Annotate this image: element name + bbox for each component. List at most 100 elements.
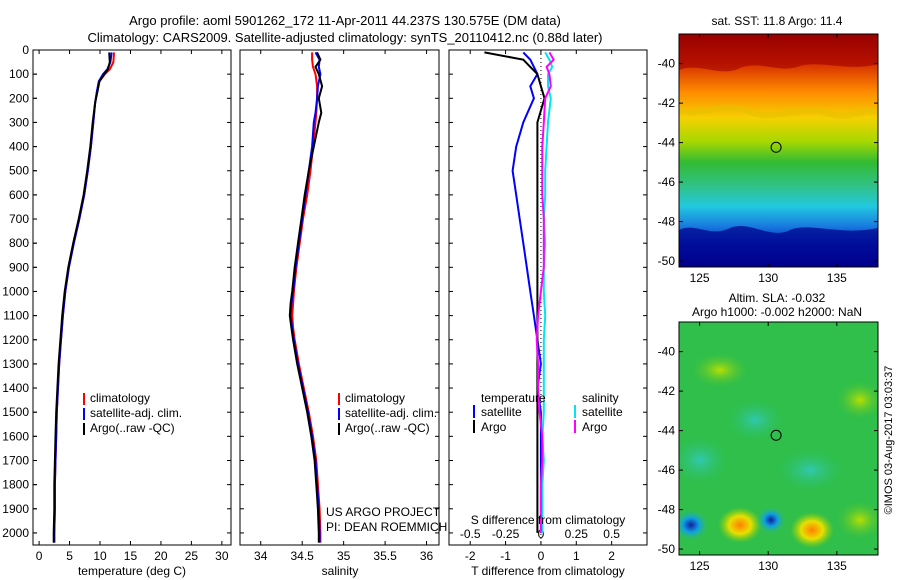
legend-entry: Argo [582, 420, 608, 434]
series-line-4 [535, 51, 555, 533]
legend-entry: climatology [90, 391, 150, 405]
argo-location-marker [770, 429, 782, 441]
temperature-x-ticks: 0 5 10 15 20 25 30 [33, 49, 231, 563]
x-tick-label: 0 [538, 549, 545, 563]
series-line-3 [52, 52, 111, 543]
x-tick-label: 34 [254, 549, 268, 563]
legend-entry: satellite [481, 405, 522, 419]
lon-tick-label: 135 [827, 559, 847, 573]
lat-tick-label: -50 [658, 254, 676, 268]
lon-tick-label: 125 [690, 559, 710, 573]
sla-map-title: Altim. SLA: -0.032 [729, 291, 826, 305]
depth-tick-label: 400 [9, 140, 29, 154]
x-tick-label: 25 [185, 549, 199, 563]
x-tick-label: 2 [608, 549, 615, 563]
legend-entry: climatology [345, 391, 405, 405]
title-line-1: Argo profile: aoml 5901262_172 11-Apr-20… [129, 13, 561, 28]
depth-tick-label: 1300 [2, 357, 29, 371]
x-tick-label: 10 [93, 549, 107, 563]
lat-tick-label: -46 [658, 463, 676, 477]
depth-tick-label: 1200 [2, 333, 29, 347]
sst-map-ticks: 125 130 135 -40 -42 -44 -46 -48 -50 [658, 34, 878, 285]
s-diff-tick-label: -0.5 [460, 527, 481, 541]
x-tick-label: 1 [573, 549, 580, 563]
depth-tick-label: 500 [9, 164, 29, 178]
t-difference-label: T difference from climatology [471, 564, 625, 578]
depth-axis: 0 100 200 300 400 500 600 700 800 900 1000 1100 1200… [2, 43, 37, 540]
lat-tick-label: -48 [658, 503, 676, 517]
x-tick-label: 35.5 [373, 549, 397, 563]
x-tick-label: 34.5 [291, 549, 315, 563]
x-tick-label: -2 [465, 549, 476, 563]
legend-temperature-title: temperature [481, 391, 546, 405]
difference-legend: temperature satellite Argo salinity sate… [473, 391, 623, 434]
lat-tick-label: -50 [658, 542, 676, 556]
sla-map-ticks: 125 130 135 -40 -42 -44 -46 -48 -50 [658, 322, 878, 573]
pi-label: PI: DEAN ROEMMICH [326, 520, 447, 534]
depth-tick-label: 1600 [2, 429, 29, 443]
salinity-panel: 34 34.5 35 35.5 36 salinity climatology sate… [239, 49, 447, 578]
temperature-legend: climatology satellite-adj. clim. Argo(..… [83, 391, 182, 435]
legend-salinity-title: salinity [582, 391, 619, 405]
lon-tick-label: 130 [758, 559, 778, 573]
series-line-3 [288, 51, 324, 543]
depth-tick-label: 300 [9, 115, 29, 129]
salinity-lines [288, 51, 324, 543]
lon-tick-label: 130 [758, 271, 778, 285]
x-tick-label: -1 [500, 549, 511, 563]
depth-tick-label: 1800 [2, 478, 29, 492]
x-tick-label: 0 [36, 549, 43, 563]
depth-tick-label: 0 [22, 43, 29, 57]
s-diff-tick-label: 0.5 [603, 527, 620, 541]
salinity-legend: climatology satellite-adj. clim. Argo(..… [338, 391, 437, 435]
temperature-x-label: temperature (deg C) [78, 564, 186, 578]
legend-entry: Argo(..raw -QC) [345, 421, 430, 435]
salinity-x-ticks: 34 34.5 35 35.5 36 [240, 49, 439, 563]
s-diff-tick-label: -0.25 [492, 527, 520, 541]
depth-tick-label: 700 [9, 212, 29, 226]
depth-tick-label: 1400 [2, 381, 29, 395]
lat-tick-label: -42 [658, 384, 676, 398]
legend-entry: satellite [582, 405, 623, 419]
series-line-1 [511, 51, 542, 533]
lat-tick-label: -40 [658, 57, 676, 71]
depth-tick-label: 800 [9, 236, 29, 250]
x-tick-label: 36 [420, 549, 434, 563]
temperature-panel: 0100200300400500600700800900100011001200… [2, 43, 232, 578]
x-tick-label: 20 [154, 549, 168, 563]
lat-tick-label: -46 [658, 175, 676, 189]
depth-tick-label: 1100 [3, 309, 29, 323]
sst-map-title: sat. SST: 11.8 Argo: 11.4 [712, 14, 843, 28]
x-tick-label: 35 [337, 549, 351, 563]
depth-tick-label: 2000 [2, 526, 29, 540]
argo-location-marker [770, 141, 782, 153]
lat-tick-label: -44 [658, 136, 676, 150]
lon-tick-label: 135 [827, 271, 847, 285]
sst-map-panel: sat. SST: 11.8 Argo: 11.4 [658, 14, 879, 285]
depth-tick-label: 1500 [2, 405, 29, 419]
difference-lines [484, 51, 555, 533]
legend-entry: satellite-adj. clim. [90, 406, 182, 420]
depth-tick-label: 1700 [2, 453, 29, 467]
legend-entry: satellite-adj. clim. [345, 406, 437, 420]
temperature-lines [52, 52, 115, 543]
lat-tick-label: -48 [658, 215, 676, 229]
depth-tick-label: 100 [9, 67, 29, 81]
lat-tick-label: -40 [658, 345, 676, 359]
salinity-x-label: salinity [322, 564, 359, 578]
legend-entry: Argo(..raw -QC) [90, 421, 175, 435]
s-diff-tick-label: 0.25 [565, 527, 589, 541]
title-line-2: Climatology: CARS2009. Satellite-adjuste… [88, 30, 603, 45]
x-tick-label: 30 [215, 549, 229, 563]
salinity-difference-ticks: -0.5-0.2500.250.5 [460, 527, 620, 541]
depth-tick-label: 900 [9, 260, 29, 274]
lon-tick-label: 125 [690, 271, 710, 285]
depth-tick-label: 600 [9, 188, 29, 202]
sla-map-panel: Altim. SLA: -0.032 Argo h1000: -0.002 h2… [658, 291, 879, 573]
s-difference-label: S difference from climatology [471, 513, 626, 527]
legend-entry: Argo [481, 420, 507, 434]
x-tick-label: 15 [124, 549, 138, 563]
project-label: US ARGO PROJECT [326, 505, 441, 519]
